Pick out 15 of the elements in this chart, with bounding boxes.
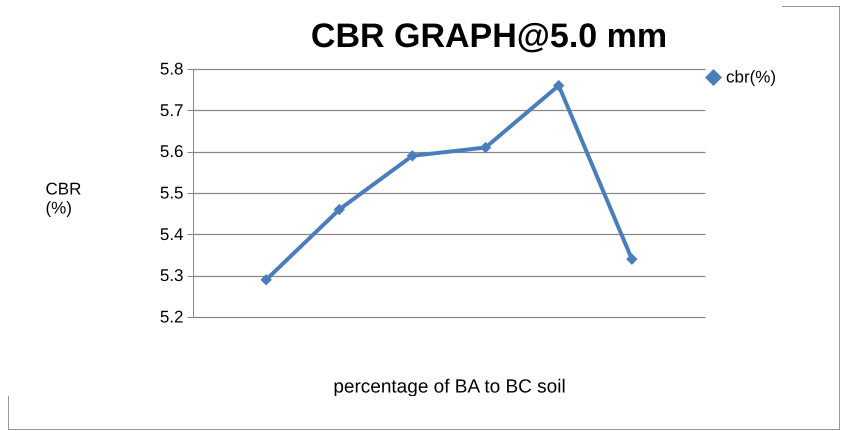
point [334, 204, 345, 216]
point [553, 80, 564, 92]
legend-label: cbr(%) [726, 68, 776, 86]
y-tick-label: 5.6 [160, 142, 184, 162]
chart-title: CBR GRAPH@5.0 mm [310, 17, 668, 55]
point [626, 253, 638, 265]
point [260, 274, 272, 286]
y-tick-label: 5.3 [160, 266, 184, 286]
y-tick-label: 5.2 [160, 308, 184, 326]
y-tick-label: 5.5 [160, 184, 184, 202]
point [406, 150, 418, 162]
y-axis-title: CBR (%) [46, 180, 82, 218]
y-tick-label: 5.4 [160, 224, 184, 244]
y-tick-label: 5.7 [160, 100, 184, 120]
y-tick-label: 5.8 [160, 60, 184, 78]
